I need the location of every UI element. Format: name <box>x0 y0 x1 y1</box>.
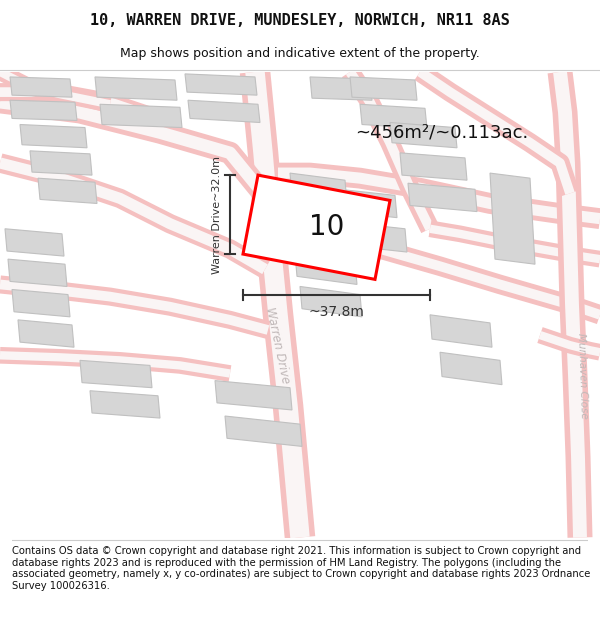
Polygon shape <box>330 188 397 218</box>
Polygon shape <box>290 173 347 204</box>
Polygon shape <box>20 124 87 148</box>
Polygon shape <box>295 254 357 284</box>
Polygon shape <box>12 289 70 317</box>
Polygon shape <box>430 315 492 348</box>
Polygon shape <box>18 320 74 348</box>
Polygon shape <box>90 391 160 418</box>
Text: Munhaven Close: Munhaven Close <box>575 332 589 419</box>
Polygon shape <box>215 381 292 410</box>
Polygon shape <box>38 178 97 204</box>
Polygon shape <box>10 100 77 121</box>
Text: Warren Drive: Warren Drive <box>263 306 292 384</box>
Text: ~456m²/~0.113ac.: ~456m²/~0.113ac. <box>355 124 528 142</box>
Polygon shape <box>80 361 152 388</box>
Polygon shape <box>95 77 177 100</box>
Text: 10: 10 <box>309 213 344 241</box>
Text: 10, WARREN DRIVE, MUNDESLEY, NORWICH, NR11 8AS: 10, WARREN DRIVE, MUNDESLEY, NORWICH, NR… <box>90 12 510 28</box>
Polygon shape <box>440 352 502 384</box>
Polygon shape <box>300 286 362 317</box>
Polygon shape <box>188 100 260 122</box>
Polygon shape <box>340 222 407 252</box>
Polygon shape <box>5 229 64 256</box>
Text: ~37.8m: ~37.8m <box>308 304 364 319</box>
Polygon shape <box>350 77 417 100</box>
Polygon shape <box>400 153 467 180</box>
Polygon shape <box>490 173 535 264</box>
Polygon shape <box>100 104 182 127</box>
Polygon shape <box>243 175 390 279</box>
Polygon shape <box>310 77 372 100</box>
Polygon shape <box>360 104 427 129</box>
Polygon shape <box>185 74 257 95</box>
Polygon shape <box>390 122 457 148</box>
Polygon shape <box>10 77 72 97</box>
Text: Contains OS data © Crown copyright and database right 2021. This information is : Contains OS data © Crown copyright and d… <box>12 546 590 591</box>
Text: Map shows position and indicative extent of the property.: Map shows position and indicative extent… <box>120 48 480 61</box>
Polygon shape <box>408 183 477 211</box>
Text: Warren Drive~32.0m: Warren Drive~32.0m <box>212 156 222 274</box>
Polygon shape <box>30 151 92 175</box>
Polygon shape <box>225 416 302 446</box>
Polygon shape <box>8 259 67 286</box>
